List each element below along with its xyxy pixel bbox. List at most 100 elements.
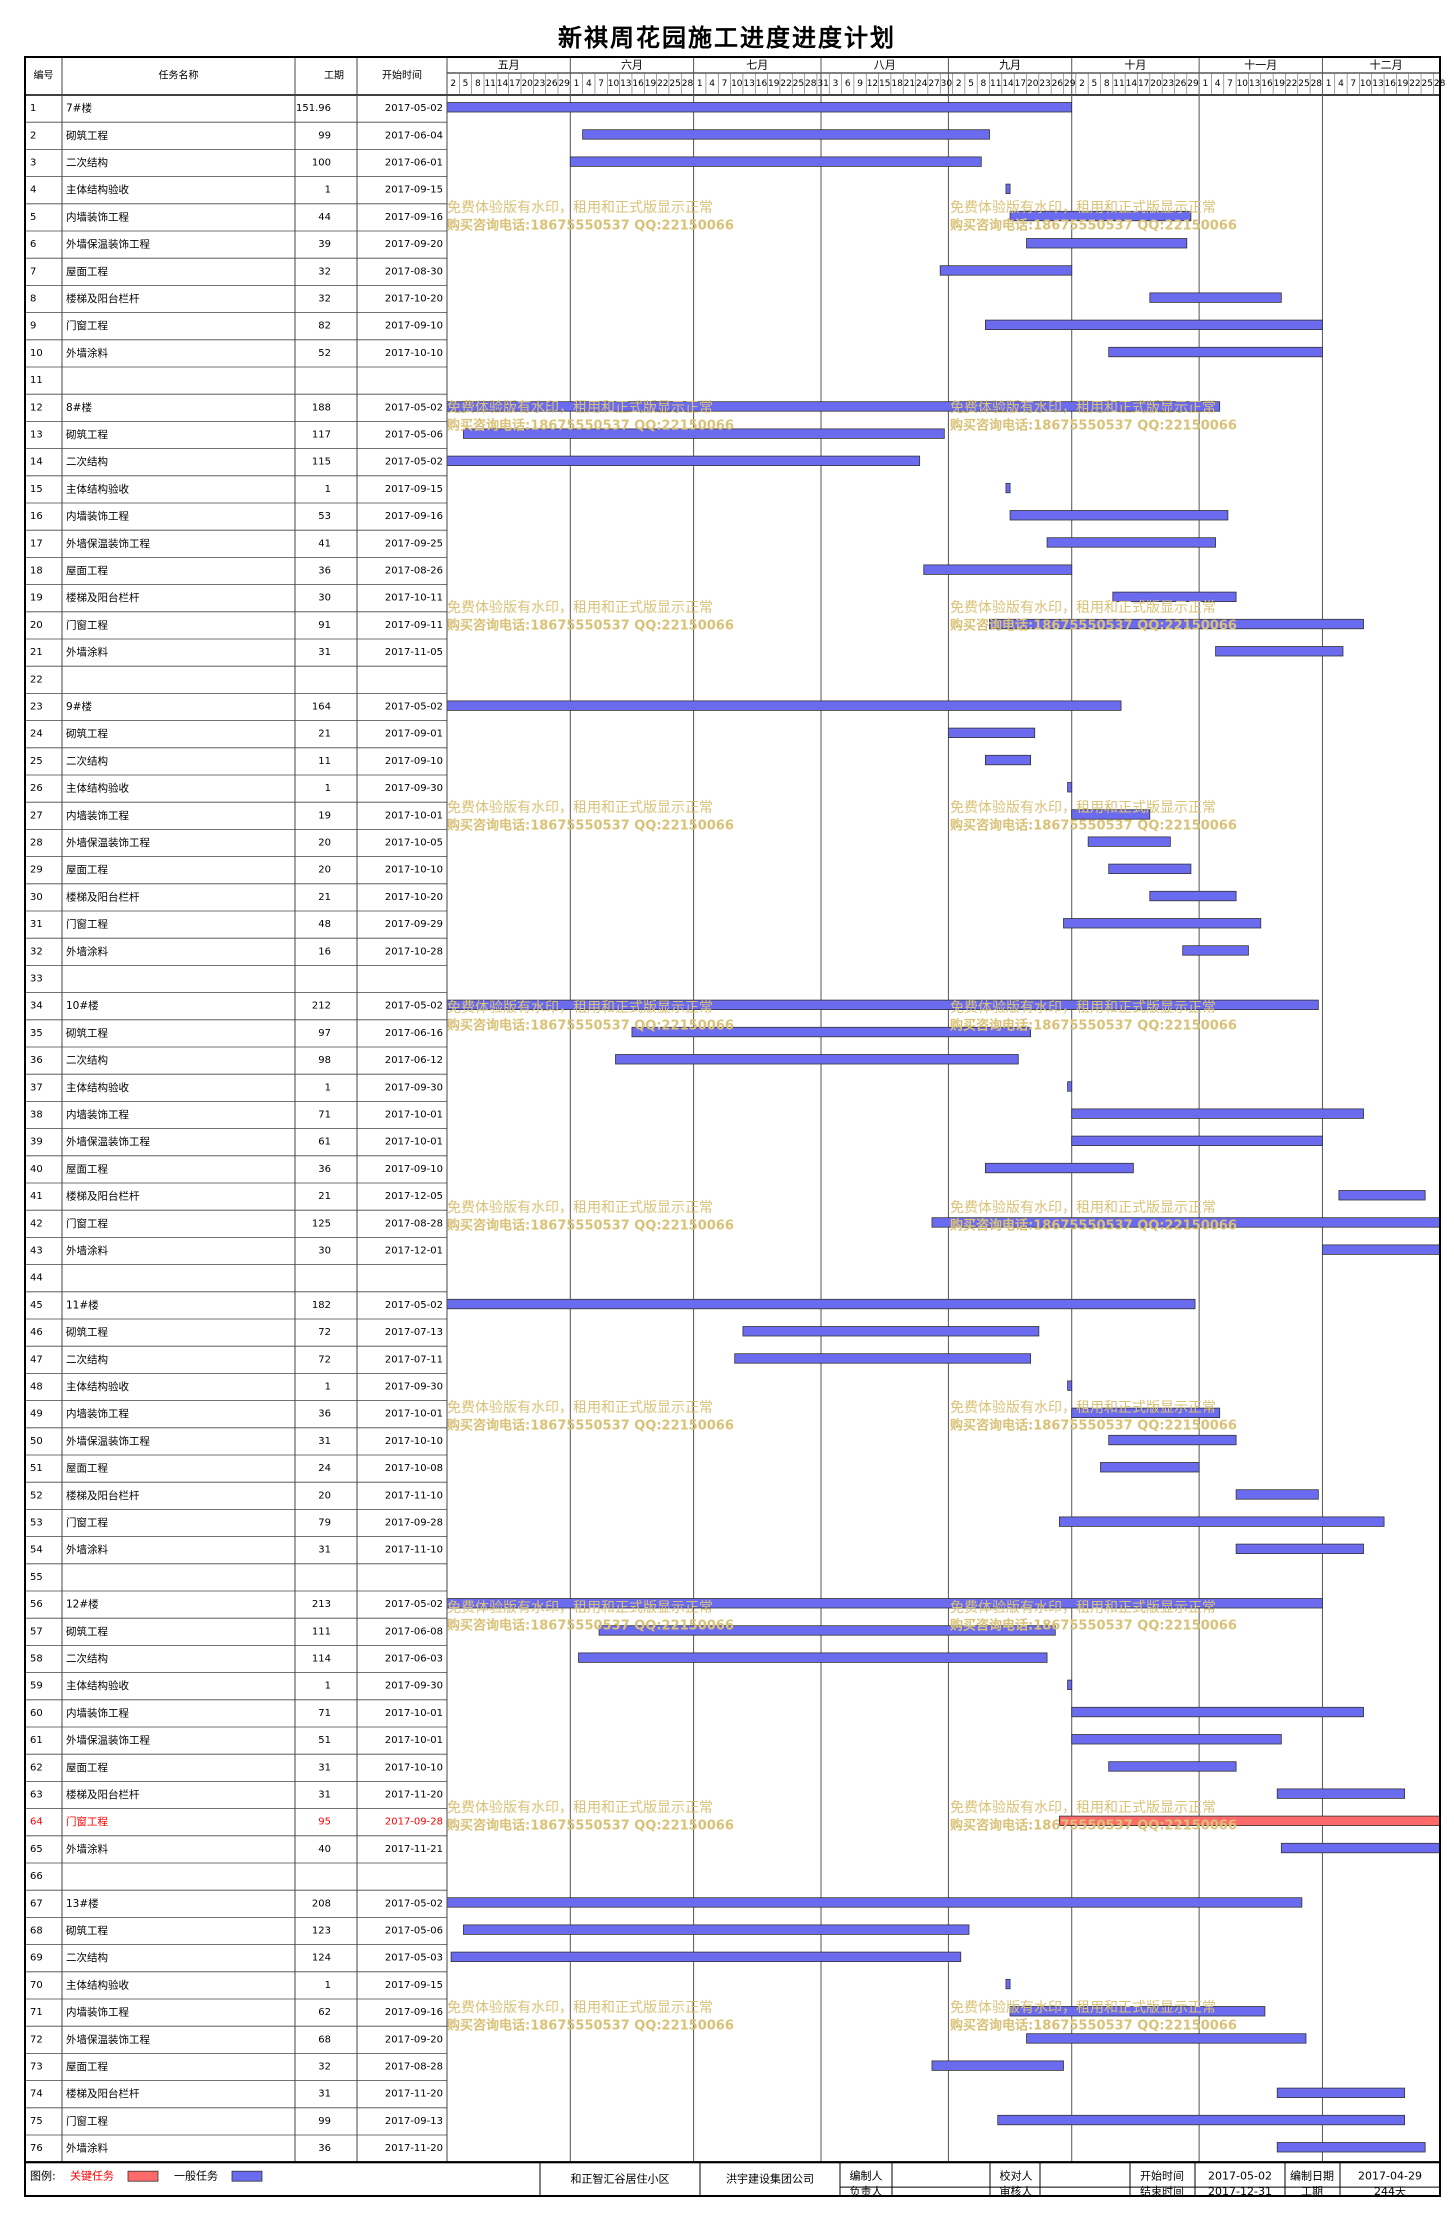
header-start: 开始时间 (382, 69, 422, 82)
task-start-date: 2017-05-02 (385, 1599, 443, 1610)
date-value: 2017-04-29 (1358, 2170, 1422, 2183)
task-bar (446, 102, 1072, 113)
task-duration: 99 (318, 2116, 331, 2127)
task-start-date: 2017-09-10 (385, 756, 443, 767)
task-duration: 31 (318, 647, 331, 658)
day-tick-label: 23 (1039, 79, 1050, 89)
date-label: 编制日期 (1290, 2169, 1334, 2183)
day-tick-label: 3 (833, 79, 839, 89)
task-id: 21 (30, 647, 43, 658)
day-tick-label: 29 (558, 79, 570, 89)
task-duration: 188 (312, 402, 331, 413)
task-duration: 31 (318, 2089, 331, 2100)
day-tick-label: 1 (697, 79, 703, 89)
task-id: 38 (30, 1110, 43, 1121)
watermark-line: 免费体验版有水印，租用和正式版显示正常 (950, 400, 1216, 416)
task-start-date: 2017-05-02 (385, 1898, 443, 1909)
task-start-date: 2017-11-20 (385, 1790, 443, 1801)
task-duration: 36 (318, 1164, 331, 1175)
day-tick-label: 16 (756, 79, 768, 89)
task-name: 门窗工程 (66, 1516, 108, 1529)
task-name: 外墙涂料 (66, 1842, 108, 1855)
company-name: 洪宇建设集团公司 (726, 2172, 814, 2186)
task-name: 外墙涂料 (66, 1244, 108, 1257)
end-label: 结束时间 (1140, 2185, 1184, 2198)
day-tick-label: 20 (1150, 79, 1162, 89)
watermark-line: 免费体验版有水印，租用和正式版显示正常 (950, 600, 1216, 616)
watermark-line: 购买咨询电话:18675550537 QQ:22150066 (447, 1218, 734, 1234)
task-name: 二次结构 (66, 1951, 108, 1964)
day-tick-label: 19 (645, 79, 657, 89)
task-duration: 21 (318, 729, 331, 740)
task-bar (1322, 1244, 1441, 1255)
task-name: 外墙涂料 (66, 646, 108, 659)
task-duration: 79 (318, 1518, 331, 1529)
day-tick-label: 18 (891, 79, 903, 89)
day-tick-label: 8 (981, 79, 987, 89)
day-tick-label: 7 (598, 79, 604, 89)
task-id: 17 (30, 538, 43, 549)
task-id: 35 (30, 1028, 43, 1039)
task-name: 7#楼 (66, 102, 92, 115)
legend-critical-swatch (127, 2170, 159, 2182)
day-tick-label: 8 (1104, 79, 1110, 89)
task-name: 内墙装饰工程 (66, 1407, 129, 1420)
task-start-date: 2017-09-01 (385, 729, 443, 740)
legend-label: 图例: (30, 2169, 56, 2183)
task-duration: 1 (325, 783, 331, 794)
watermark-line: 购买咨询电话:18675550537 QQ:22150066 (950, 1218, 1237, 1234)
watermark-line: 免费体验版有水印，租用和正式版显示正常 (950, 1400, 1216, 1416)
task-id: 56 (30, 1599, 43, 1610)
day-tick-label: 1 (574, 79, 580, 89)
task-start-date: 2017-09-11 (385, 620, 443, 631)
task-name: 内墙装饰工程 (66, 809, 129, 822)
task-duration: 123 (312, 1926, 331, 1937)
day-tick-label: 26 (1175, 79, 1187, 89)
page-title: 新祺周花园施工进度进度计划 (558, 23, 896, 52)
task-start-date: 2017-09-20 (385, 239, 443, 250)
day-tick-label: 25 (669, 79, 680, 89)
task-bar (1215, 646, 1344, 657)
task-id: 19 (30, 593, 43, 604)
task-duration: 36 (318, 566, 331, 577)
task-id: 76 (30, 2143, 43, 2154)
start-value: 2017-05-02 (1208, 2170, 1272, 2183)
task-duration: 98 (318, 1055, 331, 1066)
task-duration: 71 (318, 1110, 331, 1121)
day-tick-label: 10 (608, 79, 620, 89)
task-start-date: 2017-06-16 (385, 1028, 443, 1039)
day-tick-label: 2 (1079, 79, 1085, 89)
task-duration: 212 (312, 1001, 331, 1012)
header-id: 编号 (34, 69, 54, 82)
owner-label: 负责人 (850, 2184, 883, 2198)
task-start-date: 2017-09-13 (385, 2116, 443, 2127)
task-name: 8#楼 (66, 401, 92, 414)
day-tick-label: 8 (475, 79, 481, 89)
task-name: 11#楼 (66, 1298, 99, 1311)
day-tick-label: 17 (1015, 79, 1026, 89)
legend-normal-swatch (231, 2170, 263, 2182)
task-start-date: 2017-09-15 (385, 1980, 443, 1991)
task-name: 屋面工程 (66, 1463, 108, 1475)
watermark-line: 免费体验版有水印，租用和正式版显示正常 (447, 600, 713, 616)
task-id: 52 (30, 1490, 43, 1501)
task-name: 屋面工程 (66, 1762, 108, 1774)
task-duration: 53 (318, 511, 331, 522)
task-start-date: 2017-12-05 (385, 1191, 443, 1202)
day-tick-label: 13 (620, 79, 631, 89)
task-start-date: 2017-09-29 (385, 919, 443, 930)
task-bar (1009, 210, 1192, 222)
task-id: 70 (30, 1980, 43, 1991)
task-start-date: 2017-12-01 (385, 1246, 443, 1257)
task-duration: 31 (318, 1436, 331, 1447)
task-name: 门窗工程 (66, 319, 108, 332)
task-bar (1026, 2033, 1307, 2044)
task-id: 60 (30, 1708, 43, 1719)
task-duration: 208 (312, 1898, 331, 1909)
task-id: 4 (30, 185, 36, 196)
task-id: 41 (30, 1191, 43, 1202)
task-bar (1112, 591, 1237, 602)
watermark-line: 购买咨询电话:18675550537 QQ:22150066 (447, 418, 734, 434)
task-name: 内墙装饰工程 (66, 210, 129, 223)
day-tick-label: 2 (450, 79, 456, 89)
